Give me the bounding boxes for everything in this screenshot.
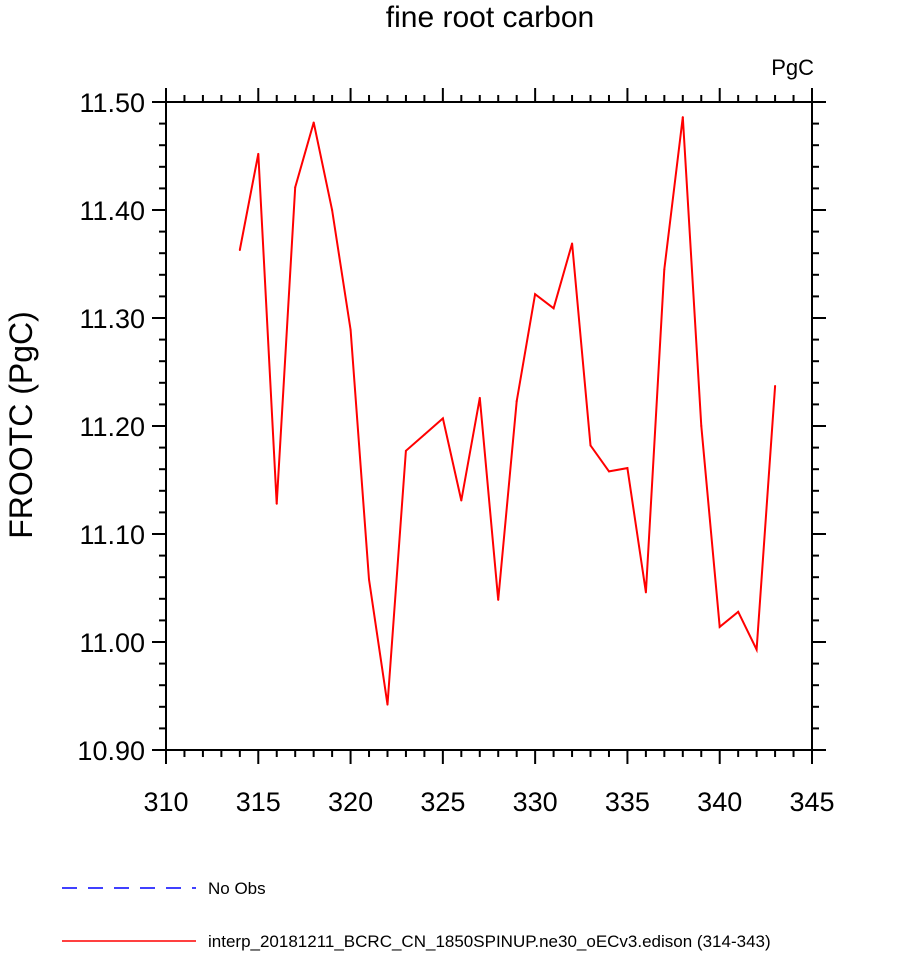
- data-point: [460, 499, 463, 502]
- x-tick-label: 315: [236, 787, 281, 817]
- legend-label: No Obs: [208, 879, 266, 898]
- data-point: [441, 417, 444, 420]
- data-point: [404, 449, 407, 452]
- data-point: [589, 444, 592, 447]
- data-point: [423, 433, 426, 436]
- y-tick-label: 11.30: [79, 304, 145, 334]
- data-point: [331, 209, 334, 211]
- data-point: [737, 610, 740, 613]
- data-point: [681, 116, 684, 119]
- data-point: [312, 121, 315, 124]
- data-point: [257, 152, 260, 155]
- y-tick-label: 10.90: [77, 736, 145, 766]
- data-point: [534, 293, 537, 296]
- y-tick-label: 11.00: [79, 628, 145, 658]
- y-tick-labels: 10.90 11.00 11.10 11.20 11.30 11.40 11.50: [77, 88, 145, 766]
- y-axis-label: FROOTC (PgC): [3, 311, 39, 539]
- data-point: [626, 467, 629, 470]
- data-point: [718, 625, 721, 628]
- data-point: [663, 268, 666, 271]
- x-tick-label: 335: [605, 787, 650, 817]
- data-point: [644, 591, 647, 594]
- series-group: [238, 116, 777, 706]
- data-point: [275, 502, 278, 505]
- legend: No Obs interp_20181211_BCRC_CN_1850SPINUP…: [62, 879, 771, 951]
- data-point: [700, 425, 703, 427]
- data-point: [294, 186, 297, 189]
- units-label: PgC: [771, 55, 814, 80]
- axis-ticks: [152, 88, 826, 764]
- x-tick-label: 330: [513, 787, 558, 817]
- x-tick-label: 340: [697, 787, 742, 817]
- data-point: [368, 578, 371, 581]
- x-tick-label: 345: [789, 787, 834, 817]
- y-tick-label: 11.20: [79, 412, 145, 442]
- x-tick-label: 325: [420, 787, 465, 817]
- series-line: [238, 116, 777, 705]
- data-point: [238, 248, 241, 251]
- data-point: [571, 242, 574, 245]
- data-point: [497, 598, 500, 601]
- x-tick-label: 320: [328, 787, 373, 817]
- chart-title: fine root carbon: [386, 1, 594, 34]
- data-point: [607, 470, 610, 473]
- data-point: [515, 400, 518, 403]
- legend-label: interp_20181211_BCRC_CN_1850SPINUP.ne30_…: [208, 932, 771, 951]
- data-point: [755, 648, 758, 651]
- y-tick-label: 11.10: [79, 520, 145, 550]
- x-tick-labels: 310 315 320 325 330 335 340 345: [143, 787, 834, 817]
- x-tick-label: 310: [143, 787, 188, 817]
- data-point: [774, 385, 777, 388]
- y-tick-label: 11.40: [79, 196, 145, 226]
- data-point: [349, 328, 352, 331]
- y-tick-label: 11.50: [79, 88, 145, 118]
- data-point: [552, 307, 555, 310]
- data-point: [386, 703, 389, 706]
- data-point: [478, 396, 481, 399]
- plot-frame: [165, 101, 813, 751]
